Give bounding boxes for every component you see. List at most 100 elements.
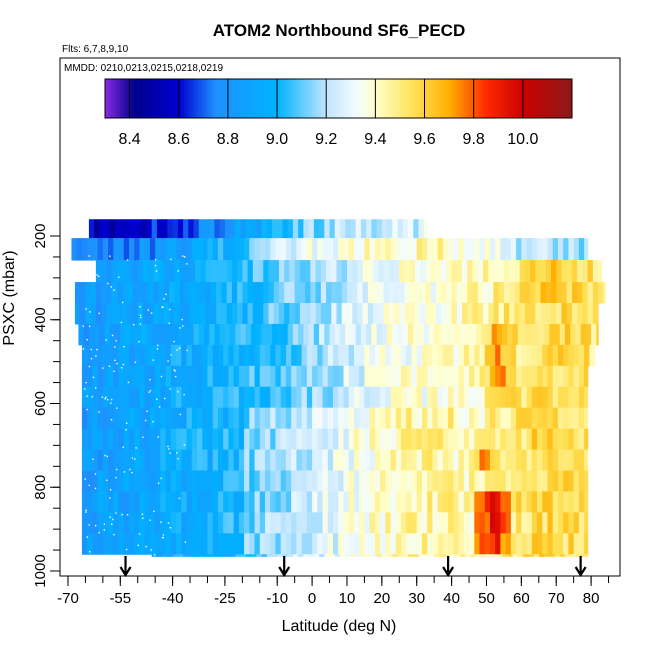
heatmap-cell [374, 512, 381, 534]
heatmap-cell [176, 365, 182, 388]
heatmap-cell [430, 282, 437, 304]
heatmap-cell [505, 449, 512, 471]
x-tick-label: 10 [339, 590, 356, 607]
heatmap-cell [369, 512, 376, 534]
heatmap-cell [557, 449, 564, 471]
heatmap-cell [238, 470, 245, 492]
heatmap-cell [523, 554, 529, 557]
heatmap-cell [327, 238, 334, 261]
colorbar-tick-label: 9.6 [413, 131, 435, 148]
heatmap-speckle [88, 484, 90, 487]
heatmap-cell [317, 407, 324, 430]
heatmap-cell [374, 365, 381, 388]
colorbar-segment [557, 79, 561, 118]
heatmap-cell [411, 470, 418, 492]
colorbar-segment [262, 79, 267, 118]
heatmap-cell [97, 491, 104, 513]
heatmap-cell [238, 533, 245, 555]
heatmap-cell [198, 554, 205, 557]
heatmap-cell [123, 512, 130, 534]
heatmap-cell [514, 260, 521, 283]
colorbar-segment [399, 79, 404, 118]
heatmap-cell [526, 533, 533, 555]
heatmap-cell [442, 533, 449, 555]
heatmap-cell [578, 491, 585, 513]
heatmap-cell [392, 554, 399, 557]
heatmap-cell [186, 407, 193, 430]
heatmap-cell [448, 428, 454, 451]
heatmap-cell [81, 238, 88, 261]
heatmap-cell [360, 323, 367, 346]
heatmap-cell [334, 323, 341, 346]
heatmap-cell [296, 512, 303, 534]
heatmap-cell [563, 407, 570, 430]
heatmap-cell [573, 386, 580, 409]
heatmap-cell [399, 260, 406, 283]
heatmap-cell [160, 470, 167, 492]
heatmap-cell [118, 238, 125, 261]
heatmap-cell [435, 260, 442, 283]
heatmap-cell [289, 260, 296, 283]
heatmap-cell [401, 386, 407, 409]
heatmap-cell [116, 260, 123, 283]
heatmap-cell [92, 407, 99, 430]
heatmap-cell [486, 554, 493, 557]
heatmap-cell [81, 365, 88, 388]
heatmap-cell [353, 470, 360, 492]
heatmap-cell [333, 238, 339, 261]
heatmap-cell [542, 428, 549, 451]
heatmap-cell [573, 512, 580, 534]
heatmap-cell [458, 449, 465, 471]
heatmap-cell [531, 386, 538, 409]
heatmap-cell [453, 238, 460, 261]
heatmap-cell [592, 282, 599, 304]
heatmap-cell [495, 407, 502, 430]
heatmap-cell [95, 260, 102, 283]
heatmap-cell [557, 533, 564, 555]
heatmap-cell [557, 428, 564, 451]
heatmap-speckle [115, 340, 117, 342]
heatmap-cell [385, 470, 392, 492]
heatmap-cell [99, 323, 106, 346]
heatmap-cell [259, 428, 266, 451]
heatmap-cell [219, 323, 226, 346]
colorbar-segment [107, 79, 112, 118]
heatmap-cell [92, 512, 99, 534]
colorbar-segment [534, 79, 538, 118]
heatmap-cell [242, 282, 249, 304]
heatmap-speckle [178, 497, 181, 500]
heatmap-cell [149, 386, 156, 409]
heatmap-speckle [139, 306, 141, 308]
heatmap-cell [275, 365, 282, 388]
colorbar-segment [163, 79, 167, 118]
heatmap-cell [469, 533, 475, 555]
heatmap-cell [542, 407, 549, 430]
heatmap-cell [87, 238, 93, 261]
heatmap-cell [509, 282, 515, 304]
heatmap-cell [118, 470, 125, 492]
heatmap-cell [106, 282, 113, 304]
heatmap-cell [273, 282, 280, 304]
heatmap-cell [280, 449, 287, 471]
heatmap-speckle [110, 286, 112, 288]
heatmap-cell [526, 470, 533, 492]
heatmap-cell [472, 303, 479, 325]
heatmap-speckle [177, 391, 179, 393]
heatmap-cell [123, 428, 130, 451]
heatmap-speckle [167, 445, 169, 448]
heatmap-cell [516, 407, 522, 430]
heatmap-cell [592, 260, 599, 283]
heatmap-speckle [85, 509, 87, 511]
heatmap-cell [584, 449, 589, 471]
heatmap-cell [448, 238, 454, 261]
heatmap-cell [188, 219, 195, 239]
heatmap-cell [353, 533, 360, 555]
colorbar-segment [166, 79, 170, 118]
colorbar-tick-label: 8.8 [217, 131, 239, 148]
heatmap-cell [76, 238, 83, 261]
heatmap-cell [458, 428, 465, 451]
heatmap-cell [294, 260, 301, 283]
heatmap-cell [176, 533, 182, 555]
heatmap-cell [156, 219, 163, 239]
heatmap-cell [165, 449, 172, 471]
